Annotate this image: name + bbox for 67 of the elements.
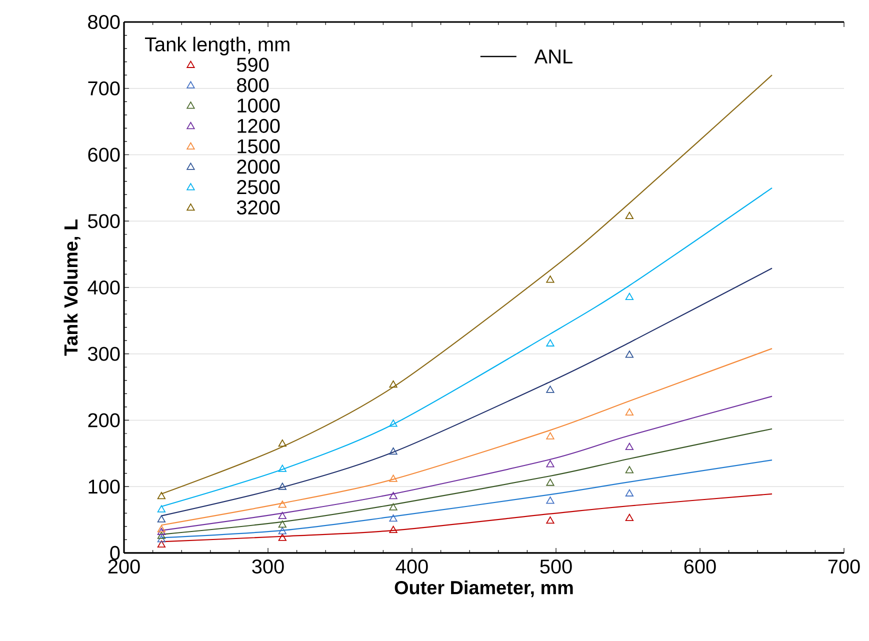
y-axis-title: Tank Volume, L (64, 220, 80, 356)
point (157, 535, 166, 542)
y-tick-label: 400 (88, 280, 120, 295)
y-tick-label: 0 (110, 546, 120, 560)
point (625, 442, 634, 450)
point (625, 514, 634, 522)
legend-label: 1000 (238, 98, 280, 113)
line-series (160, 428, 773, 535)
point (157, 515, 166, 522)
y-tick-label: 500 (88, 214, 120, 228)
x-tick-label: 300 (252, 560, 284, 574)
y-tick-label: 800 (88, 14, 120, 30)
point (389, 447, 398, 455)
point (546, 478, 554, 486)
point (546, 432, 554, 440)
point (625, 212, 634, 220)
x-tick-label: 700 (828, 560, 860, 574)
line-series (160, 460, 773, 538)
legend-label: 2500 (237, 180, 280, 194)
point (546, 276, 554, 283)
point (625, 292, 634, 300)
x-tick-label: 400 (396, 560, 428, 574)
legend-label: 1200 (238, 118, 280, 133)
point (389, 492, 398, 500)
point (278, 464, 286, 472)
y-tick-label: 600 (88, 148, 120, 162)
point (546, 386, 554, 393)
point (389, 420, 398, 427)
point (389, 526, 398, 533)
point (546, 496, 554, 504)
point (625, 408, 634, 416)
point (546, 460, 554, 468)
point (278, 527, 286, 534)
point (389, 503, 398, 510)
point (625, 350, 634, 358)
x-axis-title: Outer Diameter, mm (394, 580, 573, 598)
y-tick-label: 300 (88, 346, 120, 361)
legend-label: 2000 (237, 160, 280, 174)
point (389, 514, 398, 522)
x-tick-label: 600 (684, 560, 716, 574)
line-series (160, 74, 773, 494)
point (546, 339, 554, 346)
legend-label: 3200 (236, 200, 280, 215)
legend-label: 1500 (238, 139, 280, 154)
point (278, 439, 286, 447)
line-series (160, 268, 773, 516)
point (278, 500, 286, 508)
point (278, 482, 286, 490)
point (278, 534, 286, 541)
legend-label: 590 (236, 58, 269, 72)
point (389, 474, 398, 482)
point (278, 520, 286, 528)
y-tick-label: 100 (88, 480, 120, 494)
x-tick-label: 200 (108, 560, 140, 574)
legend-title: Tank length, mm (144, 36, 290, 56)
point (546, 516, 554, 524)
point (157, 532, 166, 539)
point (157, 492, 166, 500)
y-tick-label: 700 (88, 81, 120, 96)
x-tick-label: 500 (540, 560, 572, 574)
annotation: ANL (534, 50, 572, 64)
point (625, 466, 634, 474)
legend-label: 800 (237, 78, 269, 92)
point (389, 380, 398, 388)
point (625, 489, 634, 496)
y-tick-label: 200 (88, 413, 120, 428)
point (278, 512, 286, 520)
